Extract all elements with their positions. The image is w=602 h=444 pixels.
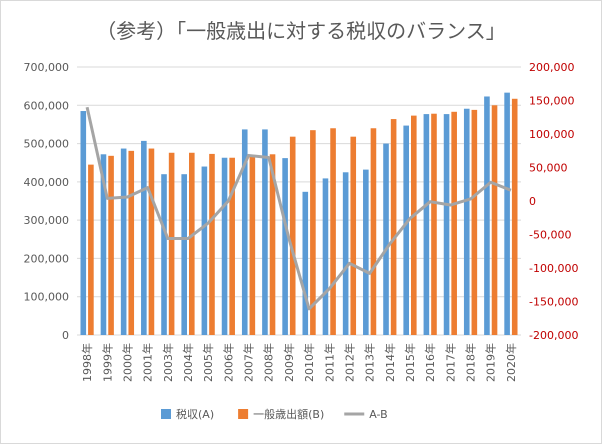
legend-swatch bbox=[161, 409, 171, 419]
bar-tax-revenue bbox=[221, 157, 228, 335]
bar-tax-revenue bbox=[302, 191, 309, 335]
bar-tax-revenue bbox=[322, 178, 329, 335]
bar-general-expenditure bbox=[310, 130, 316, 335]
bar-general-expenditure bbox=[491, 105, 498, 335]
x-tick-label: 1998年 bbox=[80, 343, 94, 382]
x-tick-label: 2011年 bbox=[322, 343, 336, 382]
x-tick-label: 2017年 bbox=[443, 343, 457, 382]
bar-general-expenditure bbox=[148, 148, 155, 335]
x-tick-label: 2016年 bbox=[423, 343, 437, 382]
y-right-tick-label: -50,000 bbox=[529, 229, 571, 242]
x-tick-label: 2006年 bbox=[221, 343, 235, 382]
bar-general-expenditure bbox=[229, 157, 235, 335]
x-tick-label: 2015年 bbox=[403, 343, 417, 382]
y-right-tick-label: 150,000 bbox=[529, 95, 575, 108]
bar-general-expenditure bbox=[88, 164, 94, 335]
x-tick-label: 2008年 bbox=[262, 343, 276, 382]
y-right-tick-label: 100,000 bbox=[529, 128, 575, 141]
x-tick-label: 2018年 bbox=[464, 343, 478, 382]
x-tick-label: 2003年 bbox=[161, 343, 175, 382]
y-left-tick-label: 700,000 bbox=[24, 61, 70, 74]
bar-tax-revenue bbox=[141, 140, 147, 335]
bar-tax-revenue bbox=[383, 143, 389, 335]
bar-general-expenditure bbox=[168, 152, 175, 335]
bar-tax-revenue bbox=[363, 169, 369, 335]
x-tick-label: 2014年 bbox=[383, 343, 397, 382]
legend-label: 一般歳出額(B) bbox=[253, 407, 324, 421]
bar-tax-revenue bbox=[80, 111, 87, 335]
x-tick-label: 2007年 bbox=[242, 343, 256, 382]
bar-general-expenditure bbox=[451, 111, 457, 335]
bar-general-expenditure bbox=[209, 153, 215, 335]
y-right-tick-label: -150,000 bbox=[529, 296, 578, 309]
y-left-tick-label: 400,000 bbox=[24, 176, 70, 189]
chart-title: （参考）「一般歳出に対する税収のバランス」 bbox=[96, 19, 506, 43]
bar-general-expenditure bbox=[370, 128, 377, 335]
y-left-tick-label: 100,000 bbox=[24, 291, 70, 304]
x-tick-label: 2005年 bbox=[201, 343, 215, 382]
x-tick-label: 2000年 bbox=[120, 343, 134, 382]
bar-general-expenditure bbox=[330, 128, 336, 335]
bar-general-expenditure bbox=[269, 154, 276, 335]
bar-general-expenditure bbox=[108, 155, 114, 335]
legend-label: 税収(A) bbox=[176, 407, 214, 421]
bar-general-expenditure bbox=[189, 152, 195, 335]
x-tick-label: 2012年 bbox=[342, 343, 356, 382]
bar-tax-revenue bbox=[403, 125, 409, 335]
y-left-tick-label: 0 bbox=[62, 329, 69, 342]
bar-tax-revenue bbox=[342, 172, 349, 335]
y-left-tick-label: 300,000 bbox=[24, 214, 70, 227]
bar-tax-revenue bbox=[423, 114, 430, 335]
x-tick-label: 2009年 bbox=[282, 343, 296, 382]
legend-label: A-B bbox=[369, 408, 387, 421]
y-right-tick-label: 50,000 bbox=[529, 162, 568, 175]
bar-tax-revenue bbox=[120, 148, 127, 335]
bar-tax-revenue bbox=[201, 166, 208, 335]
x-tick-label: 2020年 bbox=[504, 343, 518, 382]
y-right-tick-label: -100,000 bbox=[529, 262, 578, 275]
x-tick-label: 1999年 bbox=[100, 343, 114, 382]
bar-general-expenditure bbox=[128, 150, 135, 335]
bar-tax-revenue bbox=[161, 174, 167, 335]
y-right-tick-label: 0 bbox=[529, 195, 536, 208]
bar-general-expenditure bbox=[511, 98, 518, 335]
x-tick-label: 2019年 bbox=[484, 343, 498, 382]
y-right-tick-label: 200,000 bbox=[529, 61, 575, 74]
bar-tax-revenue bbox=[504, 92, 510, 336]
bar-tax-revenue bbox=[262, 129, 268, 335]
bar-general-expenditure bbox=[390, 119, 397, 335]
x-tick-label: 2013年 bbox=[363, 343, 377, 382]
bar-general-expenditure bbox=[249, 155, 256, 335]
y-left-tick-label: 600,000 bbox=[24, 99, 70, 112]
y-left-tick-label: 200,000 bbox=[24, 252, 70, 265]
y-left-tick-label: 500,000 bbox=[24, 138, 70, 151]
bar-general-expenditure bbox=[431, 113, 437, 336]
bar-general-expenditure bbox=[411, 115, 417, 336]
bar-tax-revenue bbox=[484, 96, 490, 335]
x-tick-label: 2001年 bbox=[141, 343, 155, 382]
bar-tax-revenue bbox=[181, 174, 187, 335]
legend-swatch bbox=[238, 409, 249, 419]
y-right-tick-label: -200,000 bbox=[529, 329, 578, 342]
bar-tax-revenue bbox=[100, 154, 107, 335]
bar-tax-revenue bbox=[282, 158, 288, 335]
x-tick-label: 2004年 bbox=[181, 343, 195, 382]
bar-general-expenditure bbox=[471, 109, 478, 335]
bar-tax-revenue bbox=[443, 114, 450, 335]
bar-general-expenditure bbox=[350, 136, 357, 335]
bar-general-expenditure bbox=[289, 136, 296, 335]
x-tick-label: 2010年 bbox=[302, 343, 316, 382]
line-difference bbox=[85, 106, 512, 311]
bar-tax-revenue bbox=[241, 129, 248, 335]
bar-tax-revenue bbox=[463, 108, 470, 335]
